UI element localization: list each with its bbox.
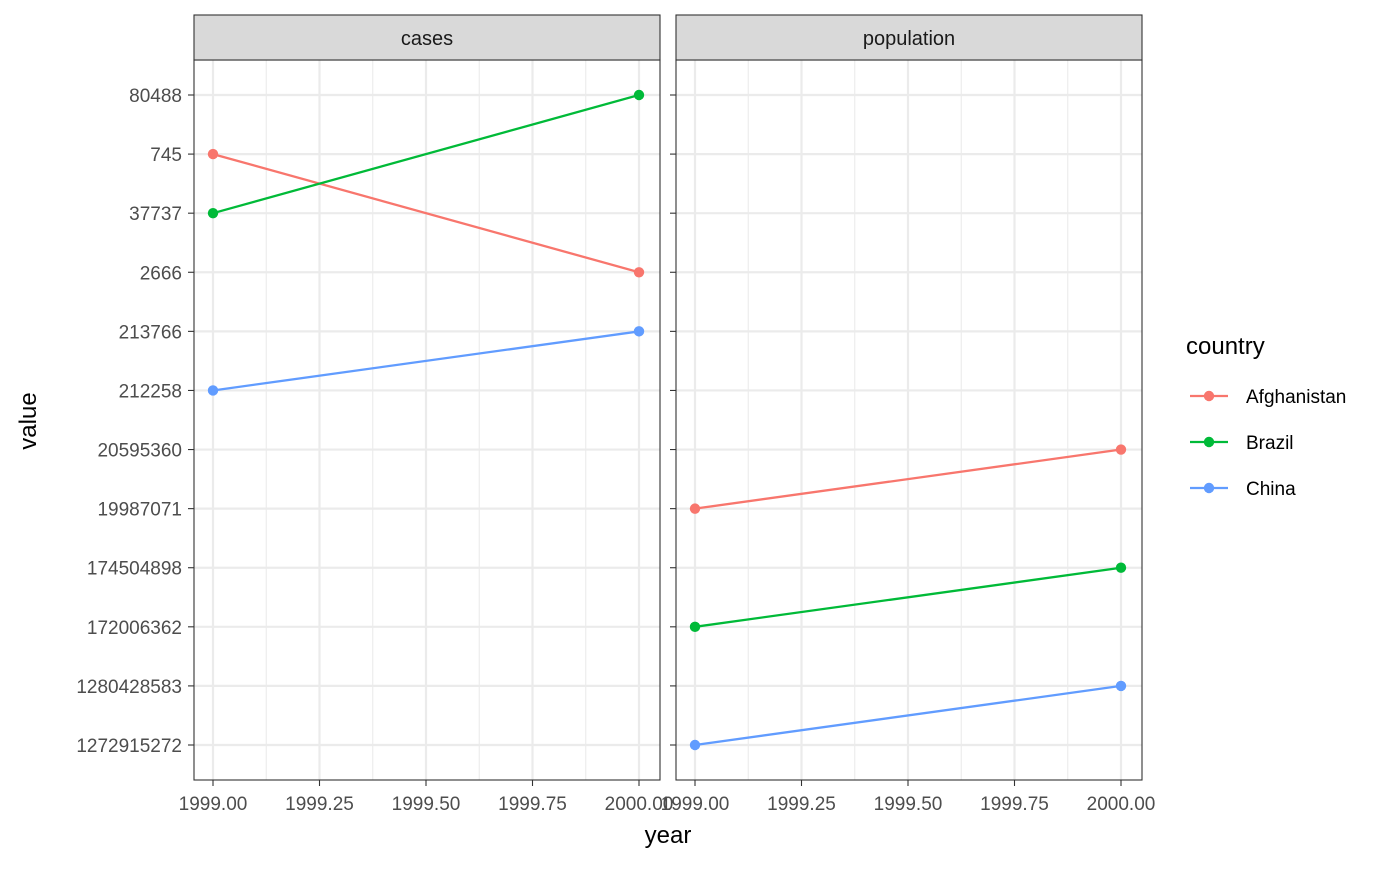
x-tick-label: 2000.00 (605, 794, 674, 815)
y-tick-label: 1280428583 (76, 677, 182, 698)
legend-key-point (1203, 390, 1215, 402)
y-tick-label: 745 (150, 145, 182, 166)
y-axis: 1272915272 1280428583 172006362 174504898 19… (76, 86, 182, 757)
legend-title: country (1186, 333, 1265, 360)
facet-strip-label: population (863, 28, 955, 50)
x-tick-label: 1999.25 (767, 794, 836, 815)
data-point-brazil (207, 207, 219, 219)
y-tick-label: 20595360 (97, 441, 182, 462)
legend-label: Brazil (1246, 433, 1294, 454)
data-point-afghanistan (689, 503, 701, 514)
legend-key-point (1203, 482, 1215, 494)
data-point-china (689, 739, 701, 751)
facet-panel-population: population 1999.00 1999.25 1999.50 1999.75 20… (661, 14, 1156, 815)
data-point-afghanistan (633, 267, 645, 278)
x-tick-label: 1999.75 (980, 794, 1049, 815)
y-tick-label: 2666 (140, 263, 182, 284)
series-line-china (212, 330, 640, 392)
y-tick-label: 80488 (129, 86, 182, 107)
series-line-brazil (694, 566, 1122, 628)
data-point-china (1115, 680, 1127, 692)
data-point-brazil (1115, 562, 1127, 573)
series-line-brazil (212, 93, 640, 215)
data-point-china (633, 326, 645, 337)
x-tick-label: 1999.00 (179, 794, 248, 815)
y-tick-label: 19987071 (97, 500, 182, 521)
facet-strip-label: cases (401, 28, 453, 50)
data-point-afghanistan (1115, 444, 1127, 455)
y-tick-label: 1272915272 (76, 736, 182, 757)
y-tick-label: 37737 (129, 204, 182, 225)
facet-strip (193, 14, 661, 61)
data-point-brazil (633, 89, 645, 101)
x-tick-label: 1999.50 (392, 794, 461, 815)
series-line-afghanistan (212, 152, 640, 274)
x-tick-label: 1999.25 (285, 794, 354, 815)
y-axis-title: value (15, 392, 42, 449)
legend-label: China (1246, 479, 1296, 500)
data-point-brazil (689, 621, 701, 633)
x-axis-title: year (645, 822, 692, 849)
legend: country Afghanistan Brazil China (1186, 333, 1346, 500)
data-point-afghanistan (207, 148, 219, 160)
x-tick-label: 1999.00 (661, 794, 730, 815)
x-tick-label: 1999.50 (874, 794, 943, 815)
x-tick-label: 1999.75 (498, 794, 567, 815)
series-line-afghanistan (694, 448, 1122, 510)
facets-layer: cases 1999.00 1999.25 1999.50 1999.75 2000.00… (179, 14, 1156, 815)
x-tick-label: 2000.00 (1087, 794, 1156, 815)
facet-strip (675, 14, 1143, 61)
series-line-china (694, 684, 1122, 747)
legend-key-point (1203, 436, 1215, 448)
y-tick-label: 213766 (119, 322, 182, 343)
data-point-china (207, 385, 219, 396)
y-tick-label: 212258 (119, 381, 182, 402)
facet-panel-cases: cases 1999.00 1999.25 1999.50 1999.75 2000.00 (179, 14, 674, 815)
y-tick-label: 172006362 (87, 618, 182, 639)
y-tick-label: 174504898 (87, 559, 182, 580)
legend-label: Afghanistan (1246, 387, 1346, 408)
